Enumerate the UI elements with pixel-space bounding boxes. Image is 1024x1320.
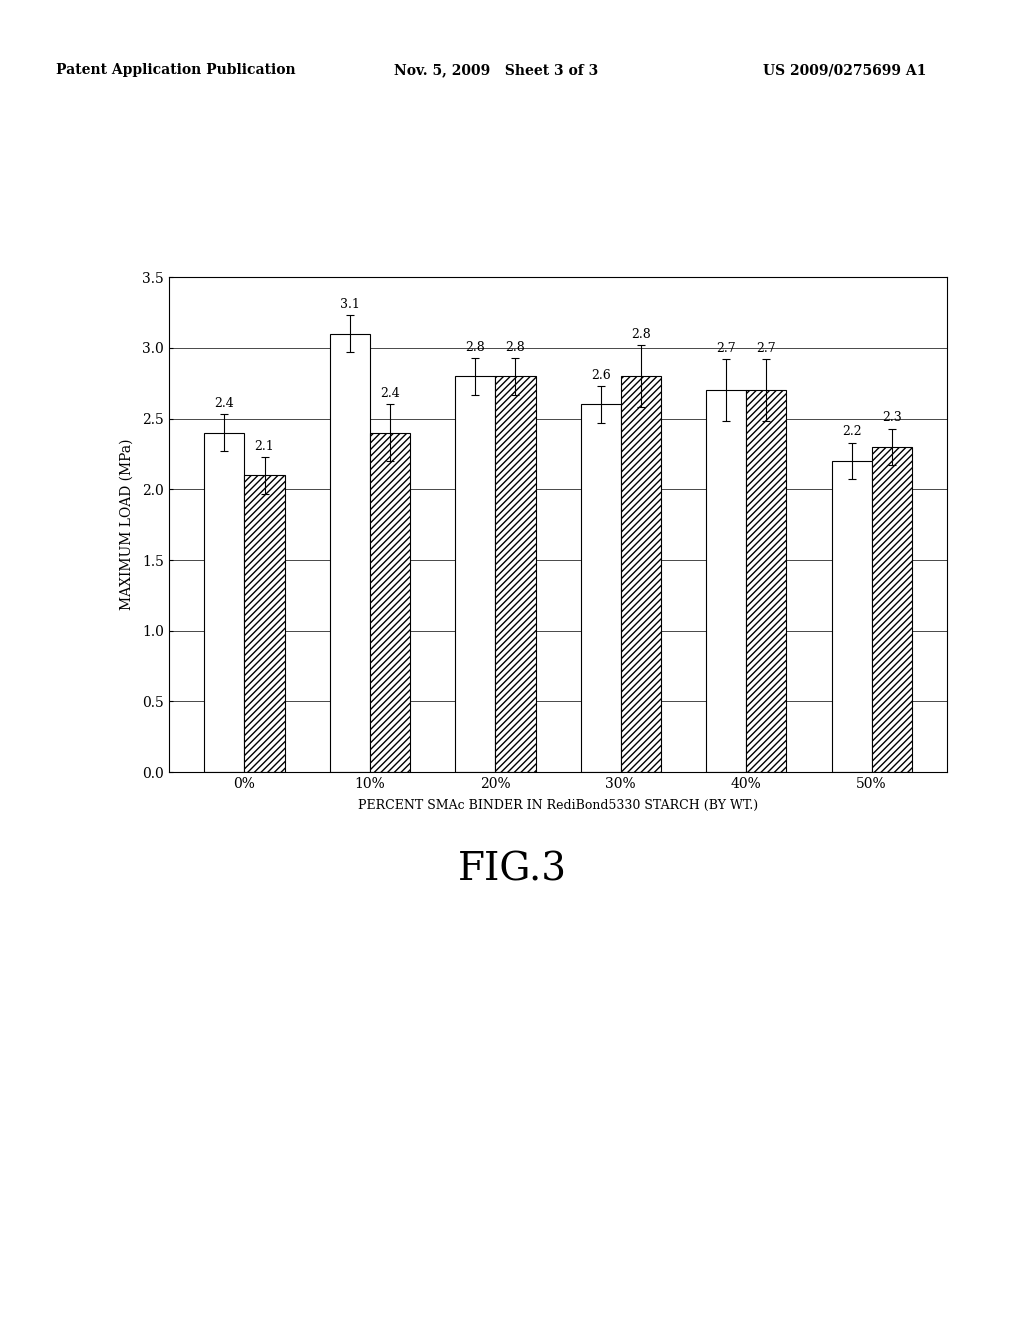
Bar	[245, 475, 285, 772]
Bar	[330, 334, 370, 772]
Bar	[621, 376, 660, 772]
Text: Patent Application Publication: Patent Application Publication	[56, 63, 296, 78]
Text: 2.6: 2.6	[591, 368, 610, 381]
Bar	[746, 391, 786, 772]
Text: Nov. 5, 2009   Sheet 3 of 3: Nov. 5, 2009 Sheet 3 of 3	[394, 63, 598, 78]
Text: 2.8: 2.8	[631, 327, 650, 341]
Bar	[831, 461, 871, 772]
Bar	[496, 376, 536, 772]
Text: 2.8: 2.8	[506, 341, 525, 354]
Text: 2.4: 2.4	[380, 387, 399, 400]
Text: 2.8: 2.8	[466, 341, 485, 354]
Text: 2.2: 2.2	[842, 425, 861, 438]
Bar	[205, 433, 245, 772]
Text: 3.1: 3.1	[340, 298, 359, 312]
Text: 2.4: 2.4	[215, 397, 234, 411]
Text: 2.7: 2.7	[757, 342, 776, 355]
Bar	[456, 376, 496, 772]
X-axis label: PERCENT SMAc BINDER IN RediBond5330 STARCH (BY WT.): PERCENT SMAc BINDER IN RediBond5330 STAR…	[358, 800, 758, 812]
Bar	[871, 447, 911, 772]
Text: 2.7: 2.7	[717, 342, 736, 355]
Text: US 2009/0275699 A1: US 2009/0275699 A1	[763, 63, 927, 78]
Bar	[581, 404, 621, 772]
Text: 2.1: 2.1	[255, 440, 274, 453]
Text: 2.3: 2.3	[882, 412, 901, 424]
Bar	[370, 433, 410, 772]
Bar	[707, 391, 746, 772]
Text: FIG.3: FIG.3	[458, 851, 566, 888]
Y-axis label: MAXIMUM LOAD (MPa): MAXIMUM LOAD (MPa)	[120, 440, 134, 610]
